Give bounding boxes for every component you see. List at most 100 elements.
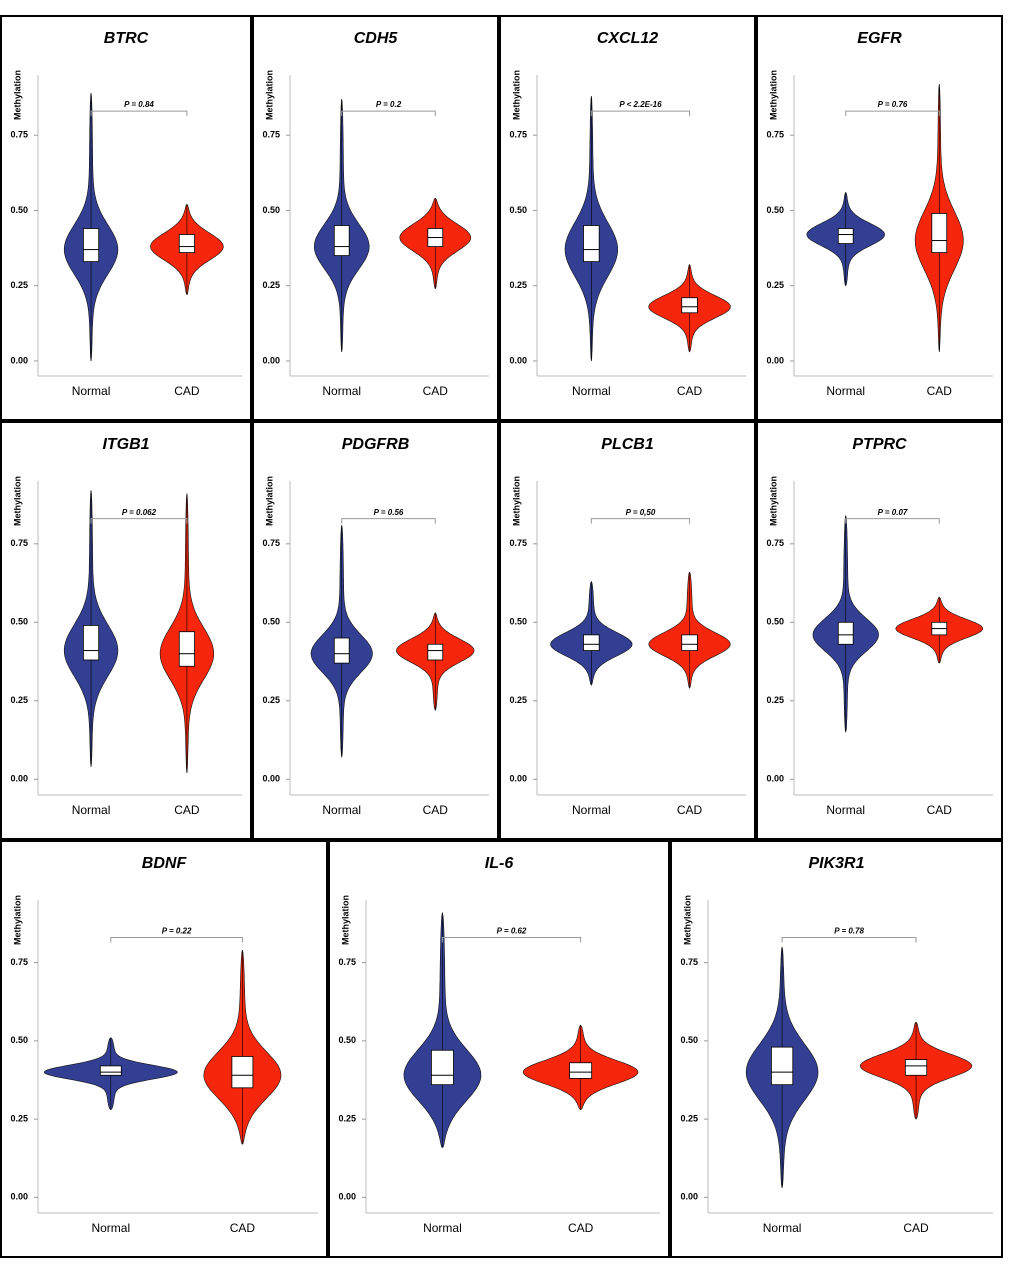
y-tick-label: 0.25 [10, 1113, 28, 1123]
y-tick-label: 0.75 [766, 538, 784, 548]
significance-bracket [590, 110, 691, 117]
y-tick-label: 0.75 [509, 538, 527, 548]
significance-bracket [781, 937, 917, 943]
y-axis-label: Methylation [12, 70, 22, 120]
x-tick-label: CAD [927, 803, 953, 817]
y-tick-label: 0.75 [262, 130, 280, 140]
y-tick-label: 0.25 [509, 695, 527, 705]
x-tick-label: CAD [568, 1221, 594, 1235]
x-tick-label: CAD [174, 803, 200, 817]
panel-border [0, 840, 328, 1258]
y-tick-label: 0.75 [10, 957, 28, 967]
p-value: P < 2.2E-16 [619, 100, 662, 109]
p-value: P = 0.84 [124, 100, 154, 109]
y-axis-label: Methylation [768, 70, 778, 120]
p-value: P = 0.78 [834, 927, 864, 936]
x-tick-label: CAD [903, 1221, 929, 1235]
box [583, 634, 600, 651]
box [681, 297, 698, 314]
box [681, 634, 698, 651]
y-tick-label: 0.50 [262, 617, 280, 627]
y-tick-label: 0.75 [509, 130, 527, 140]
significance-bracket [845, 110, 940, 117]
x-tick-label: CAD [677, 803, 703, 817]
y-tick-label: 0.50 [338, 1035, 356, 1045]
y-tick-label: 0.75 [10, 538, 28, 548]
p-value: P = 0.56 [374, 508, 404, 517]
y-tick-label: 0.50 [766, 617, 784, 627]
significance-bracket [341, 518, 436, 524]
y-tick-label: 0.50 [10, 205, 28, 215]
y-tick-label: 0.50 [10, 1035, 28, 1045]
x-tick-label: CAD [230, 1221, 256, 1235]
panel-title: PIK3R1 [808, 855, 864, 872]
box [583, 225, 600, 263]
y-tick-label: 0.25 [509, 280, 527, 290]
box [333, 637, 350, 664]
significance-bracket [90, 110, 188, 117]
box [771, 1046, 794, 1086]
x-tick-label: Normal [572, 803, 611, 817]
y-tick-label: 0.25 [766, 280, 784, 290]
p-value: P = 0.2 [376, 100, 402, 109]
y-tick-label: 0.00 [509, 774, 527, 784]
x-tick-label: Normal [763, 1221, 802, 1235]
y-axis-label: Methylation [511, 476, 521, 526]
y-axis-label: Methylation [768, 476, 778, 526]
panel-border [499, 421, 756, 840]
box [82, 228, 100, 263]
significance-bracket [441, 937, 582, 943]
panel-border [252, 15, 499, 421]
panel-title: CDH5 [354, 30, 399, 47]
y-axis-label: Methylation [682, 895, 692, 945]
y-axis-label: Methylation [264, 70, 274, 120]
y-tick-label: 0.00 [262, 774, 280, 784]
y-axis-label: Methylation [12, 895, 22, 945]
y-tick-label: 0.00 [10, 1192, 28, 1202]
box [99, 1065, 122, 1076]
y-tick-label: 0.00 [262, 355, 280, 365]
panel-border [670, 840, 1003, 1258]
x-tick-label: Normal [826, 384, 865, 398]
x-tick-label: Normal [322, 803, 361, 817]
y-tick-label: 0.00 [766, 355, 784, 365]
y-tick-label: 0.25 [262, 280, 280, 290]
x-tick-label: CAD [174, 384, 200, 398]
box [231, 1056, 254, 1089]
panel-title: PDGFRB [342, 436, 410, 453]
y-tick-label: 0.25 [262, 695, 280, 705]
x-tick-label: Normal [423, 1221, 462, 1235]
y-tick-label: 0.50 [509, 205, 527, 215]
y-tick-label: 0.50 [262, 205, 280, 215]
y-tick-label: 0.50 [10, 617, 28, 627]
x-tick-label: CAD [423, 384, 449, 398]
y-tick-label: 0.50 [680, 1035, 698, 1045]
panel-title: PTPRC [852, 436, 907, 453]
significance-bracket [341, 110, 436, 117]
box [931, 213, 948, 253]
y-tick-label: 0.00 [10, 774, 28, 784]
panel-border [756, 421, 1003, 840]
y-tick-label: 0.75 [766, 130, 784, 140]
box [427, 643, 444, 661]
x-tick-label: CAD [423, 803, 449, 817]
y-axis-label: Methylation [511, 70, 521, 120]
y-axis-label: Methylation [12, 476, 22, 526]
y-tick-label: 0.25 [10, 280, 28, 290]
x-tick-label: Normal [72, 803, 111, 817]
significance-bracket [90, 518, 188, 524]
y-tick-label: 0.25 [338, 1113, 356, 1123]
panel-border [0, 15, 252, 421]
x-tick-label: Normal [826, 803, 865, 817]
panel-title: ITGB1 [102, 436, 149, 453]
box [904, 1059, 928, 1076]
p-value: P = 0,50 [626, 508, 656, 517]
panel-border [499, 15, 756, 421]
x-tick-label: Normal [91, 1221, 130, 1235]
y-tick-label: 0.50 [509, 617, 527, 627]
y-tick-label: 0.75 [262, 538, 280, 548]
y-tick-label: 0.00 [10, 355, 28, 365]
y-tick-label: 0.00 [766, 774, 784, 784]
